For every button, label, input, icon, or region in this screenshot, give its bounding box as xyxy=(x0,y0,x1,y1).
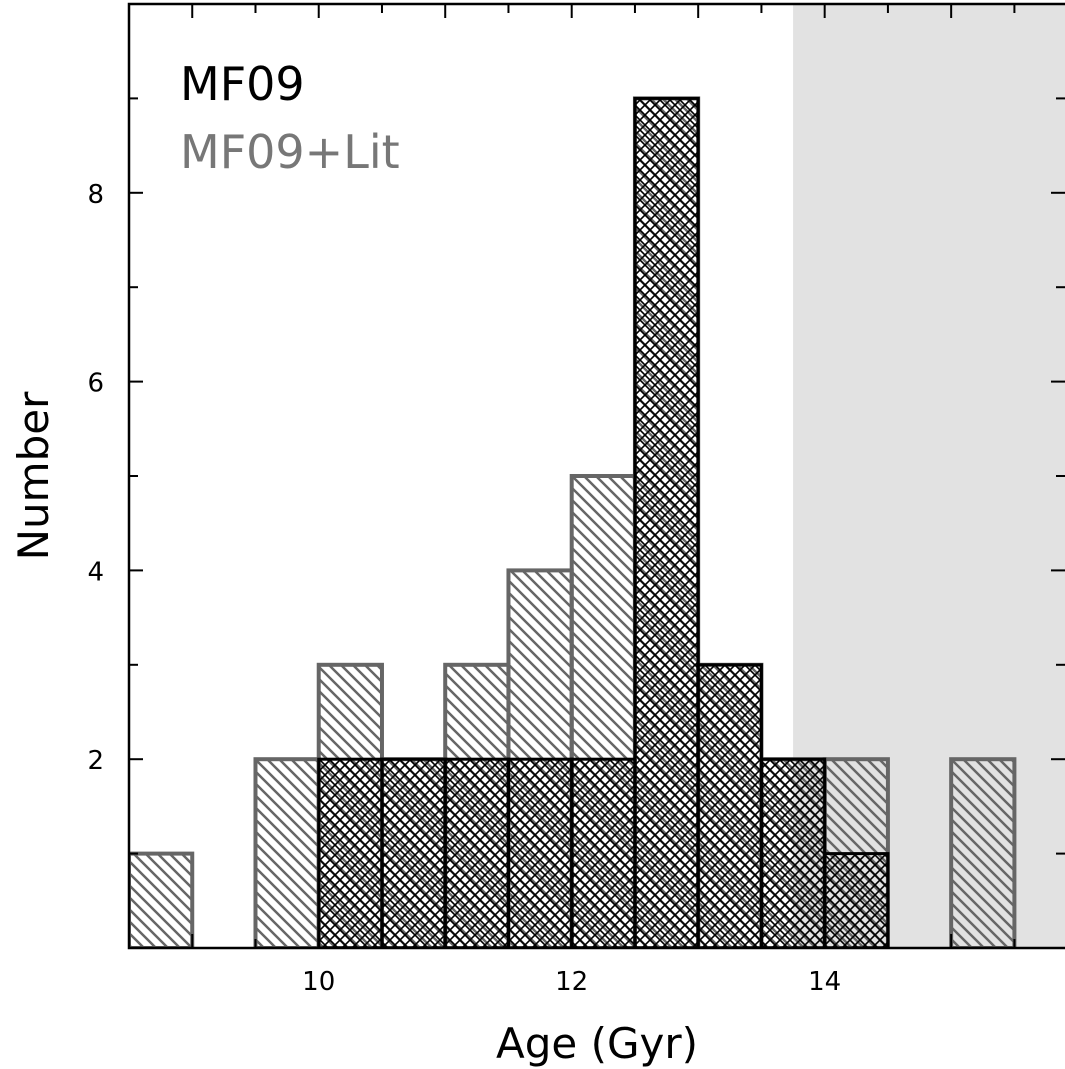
mf09-bar xyxy=(759,757,827,948)
mf09-bar xyxy=(633,96,700,948)
y-tick-label: 4 xyxy=(87,557,104,587)
x-tick-label: 12 xyxy=(555,967,588,997)
mf09-lit-bar xyxy=(253,757,321,948)
mf09-bar xyxy=(570,757,637,948)
x-tick-label: 10 xyxy=(302,967,335,997)
x-tick-label: 14 xyxy=(808,967,841,997)
legend-mf09-lit: MF09+Lit xyxy=(180,125,400,179)
mf09-bar xyxy=(506,757,574,948)
mf09-bar xyxy=(443,757,510,948)
mf09-lit-bar xyxy=(949,757,1017,948)
mf09-bar xyxy=(380,757,447,948)
mf09-bar xyxy=(823,852,890,948)
mf09-bar xyxy=(317,757,384,948)
mf09-lit-bar xyxy=(129,851,195,948)
mf09-bar xyxy=(696,663,763,948)
y-axis-title: Number xyxy=(9,391,58,560)
y-tick-label: 6 xyxy=(87,369,104,399)
x-axis-title: Age (Gyr) xyxy=(496,1019,698,1068)
y-tick-label: 2 xyxy=(87,746,104,776)
y-tick-label: 8 xyxy=(87,180,104,210)
legend-mf09: MF09 xyxy=(180,57,305,111)
